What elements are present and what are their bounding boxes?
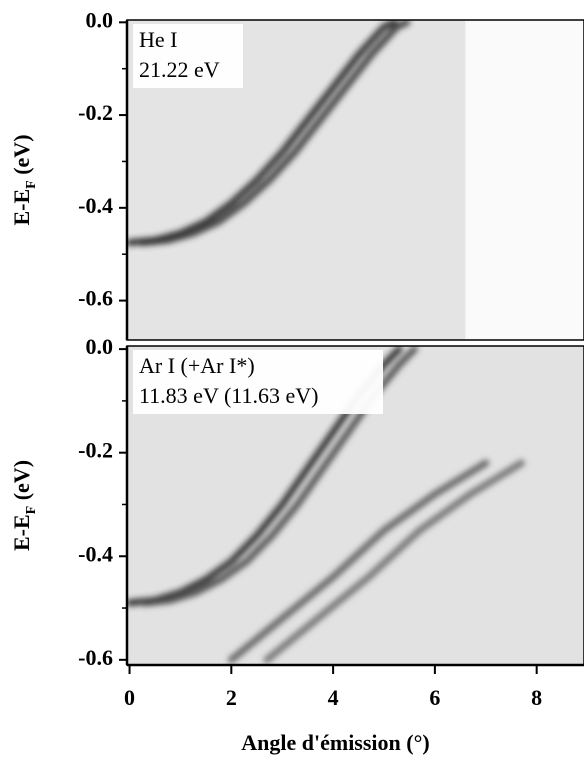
y-label-part: F xyxy=(24,180,39,189)
annotation-box xyxy=(133,24,243,88)
y-tick-label: -0.6 xyxy=(78,645,113,670)
y-tick-label: -0.2 xyxy=(78,100,113,125)
y-tick-label: 0.0 xyxy=(86,334,114,359)
x-tick-label: 6 xyxy=(429,685,440,710)
x-axis-label: Angle d'émission (°) xyxy=(241,730,429,755)
annotation: He I xyxy=(139,27,177,52)
y-tick-label: -0.2 xyxy=(78,438,113,463)
band-line xyxy=(263,459,525,664)
y-tick-label: -0.6 xyxy=(78,286,113,311)
y-axis-label: E-EF (eV) xyxy=(9,134,39,225)
band-line xyxy=(227,459,490,664)
band-line xyxy=(138,20,411,247)
y-label-part: E-E xyxy=(9,514,34,551)
y-tick-label: -0.4 xyxy=(78,541,113,566)
y-label-part: (eV) xyxy=(9,460,34,506)
bands xyxy=(127,20,411,247)
y-axis-label: E-EF (eV) xyxy=(9,460,39,551)
x-tick-label: 8 xyxy=(531,685,542,710)
annotation-box xyxy=(133,350,383,414)
annotation: 11.83 eV (11.63 eV) xyxy=(139,383,318,408)
y-label-part: F xyxy=(24,506,39,515)
y-label-part: (eV) xyxy=(9,134,34,180)
y-tick-label: -0.4 xyxy=(78,193,113,218)
annotation: Ar I (+Ar I*) xyxy=(139,353,255,378)
x-tick-label: 0 xyxy=(124,685,135,710)
y-tick-label: 0.0 xyxy=(86,7,114,32)
x-tick-label: 2 xyxy=(226,685,237,710)
annotation: 21.22 eV xyxy=(139,57,220,82)
x-tick-label: 4 xyxy=(328,685,339,710)
y-label-part: E-E xyxy=(9,189,34,226)
